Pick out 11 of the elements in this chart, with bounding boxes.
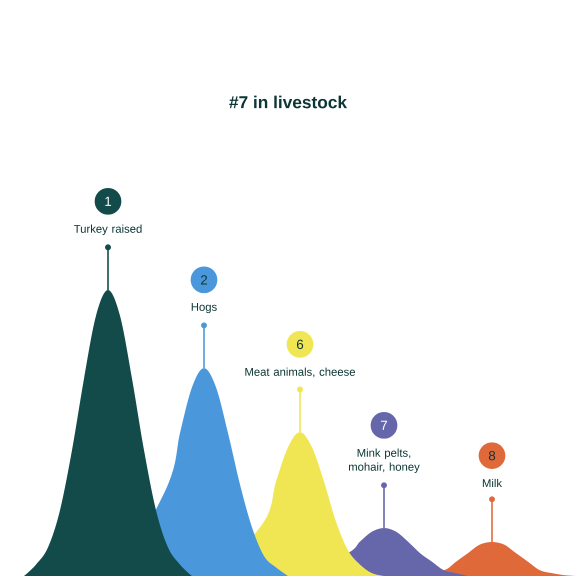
legend-label: Milk: [482, 478, 502, 488]
legend-label: Meat animals, cheese: [245, 368, 356, 378]
legend-label: Hogs: [192, 303, 217, 314]
legend-label: Turkey raised: [74, 224, 142, 236]
annotation: 7: [380, 420, 388, 430]
text: 1: [105, 196, 112, 206]
annotation: 8: [488, 450, 496, 460]
annotation: 6: [296, 340, 304, 350]
chart-title: #7 in livestock: [229, 96, 348, 108]
text: 2: [200, 275, 208, 284]
legend-label: Mink pelts, mohair, honey: [348, 448, 420, 474]
